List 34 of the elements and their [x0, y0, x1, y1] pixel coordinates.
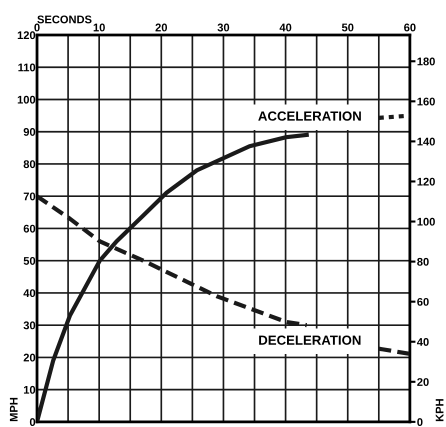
y-tick-label: 50	[24, 256, 36, 265]
y-tick-label: 110	[18, 64, 36, 72]
y-tick-label: 10	[24, 386, 36, 394]
x-tick-label: 60	[404, 24, 416, 32]
y-tick-label: 100	[18, 96, 36, 104]
y2-tick-label: 100	[418, 218, 435, 226]
y-tick-label: 120	[18, 31, 36, 40]
y-tick-label: 60	[24, 224, 36, 233]
y-tick-label: 80	[24, 160, 36, 168]
x-tick-label: 50	[342, 24, 354, 32]
y2-tick-label: 80	[417, 258, 429, 266]
y2-axis-title: KPH	[436, 399, 444, 422]
y2-tick-label: 60	[417, 298, 429, 306]
x-tick-label: 40	[280, 24, 292, 32]
x-tick-label: 20	[156, 24, 168, 32]
y-tick-label: 40	[23, 289, 36, 298]
y2-tick-label: 180	[418, 58, 435, 66]
y2-tick-label: 20	[417, 378, 429, 386]
y-tick-label: 90	[24, 128, 36, 136]
y2-tick-label: 0	[417, 418, 423, 426]
y2-tick-label: 160	[418, 98, 435, 106]
y-tick-label: 0	[30, 418, 36, 426]
y-axis-title: MPH	[10, 398, 18, 422]
x-axis-title: SECONDS	[37, 16, 92, 24]
x-tick-label: 30	[218, 24, 230, 32]
y-tick-label: 30	[24, 321, 36, 330]
y-tick-label: 70	[24, 192, 36, 200]
series-label: DECELERATION	[259, 335, 360, 345]
series-label: ACCELERATION	[258, 111, 361, 121]
y2-tick-label: 40	[416, 338, 429, 346]
y-tick-label: 20	[24, 354, 36, 362]
y2-tick-label: 120	[418, 178, 435, 186]
x-tick-label: 10	[94, 24, 105, 32]
y2-tick-label: 140	[418, 138, 435, 146]
